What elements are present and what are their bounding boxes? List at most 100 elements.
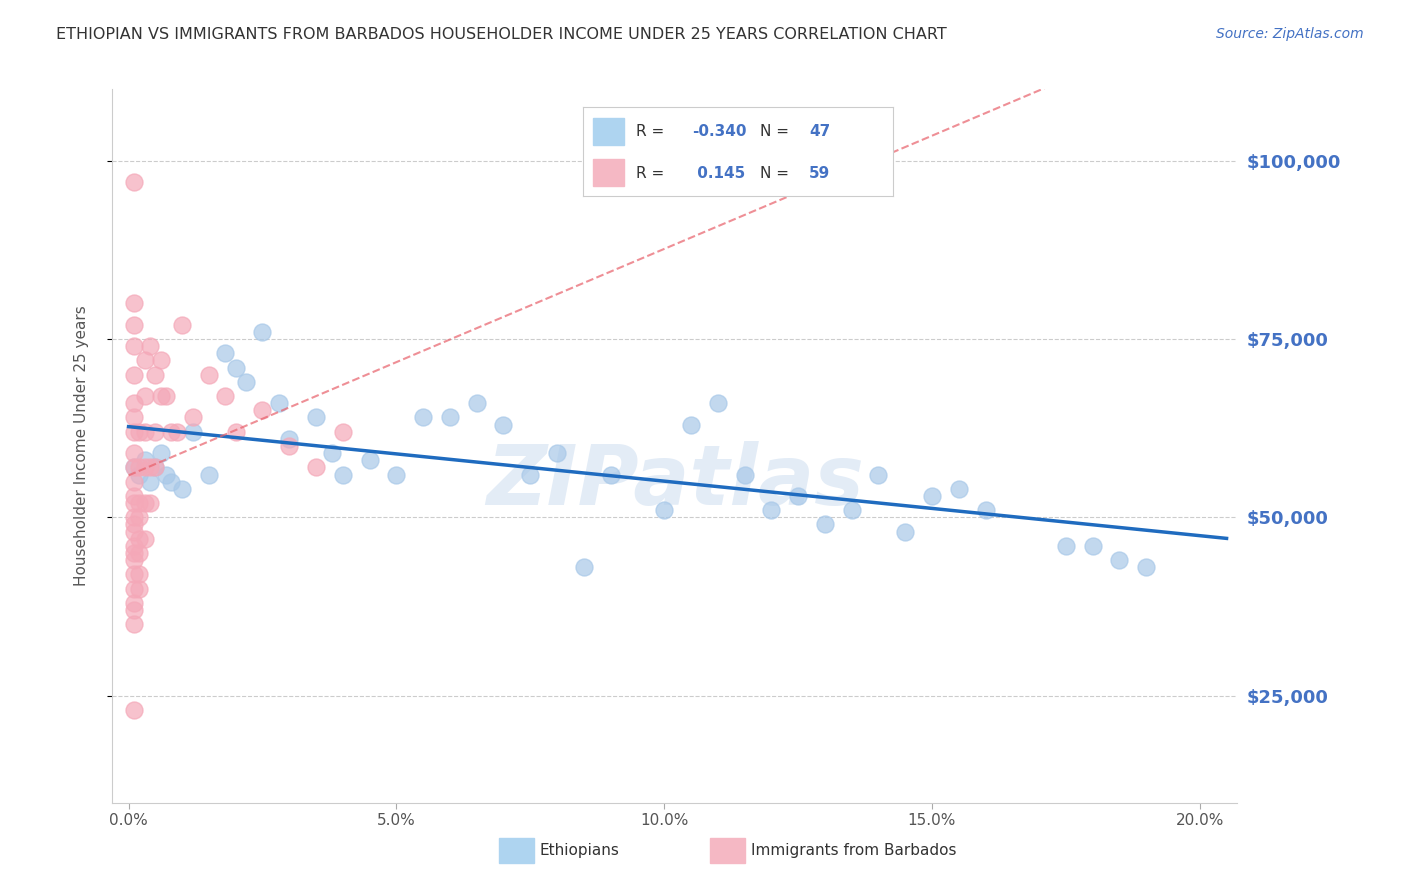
Text: N =: N = — [759, 166, 793, 180]
Point — [572, 560, 595, 574]
Point — [1081, 539, 1104, 553]
Point — [198, 467, 221, 482]
Point — [122, 296, 145, 310]
Point — [519, 467, 541, 482]
Point — [734, 467, 756, 482]
Point — [128, 546, 150, 560]
Point — [385, 467, 408, 482]
Point — [166, 425, 188, 439]
Point — [143, 460, 166, 475]
Point — [252, 325, 274, 339]
Point — [181, 425, 204, 439]
Point — [122, 553, 145, 567]
Point — [128, 510, 150, 524]
Point — [921, 489, 943, 503]
Point — [128, 496, 150, 510]
Point — [122, 517, 145, 532]
Point — [143, 460, 166, 475]
Point — [134, 453, 156, 467]
Point — [332, 467, 354, 482]
Point — [128, 460, 150, 475]
Point — [134, 425, 156, 439]
Point — [278, 432, 301, 446]
Text: -0.340: -0.340 — [692, 124, 747, 138]
Point — [134, 496, 156, 510]
Point — [122, 567, 145, 582]
Point — [122, 446, 145, 460]
Point — [122, 539, 145, 553]
Text: 0.145: 0.145 — [692, 166, 745, 180]
Point — [122, 596, 145, 610]
Point — [122, 425, 145, 439]
Point — [332, 425, 354, 439]
Point — [122, 175, 145, 189]
Point — [814, 517, 837, 532]
Point — [787, 489, 810, 503]
Point — [252, 403, 274, 417]
Point — [214, 389, 236, 403]
Point — [128, 567, 150, 582]
Point — [1054, 539, 1077, 553]
Point — [465, 396, 488, 410]
Point — [841, 503, 863, 517]
Point — [652, 503, 675, 517]
Point — [761, 503, 783, 517]
Point — [122, 460, 145, 475]
Point — [235, 375, 257, 389]
Text: R =: R = — [636, 124, 669, 138]
Point — [214, 346, 236, 360]
Point — [974, 503, 997, 517]
Point — [134, 389, 156, 403]
Point — [122, 410, 145, 425]
Point — [868, 467, 890, 482]
Point — [948, 482, 970, 496]
Point — [172, 318, 194, 332]
Point — [225, 360, 247, 375]
Point — [155, 389, 177, 403]
Point — [128, 582, 150, 596]
Point — [143, 368, 166, 382]
Point — [122, 496, 145, 510]
Point — [122, 396, 145, 410]
Point — [1108, 553, 1130, 567]
FancyBboxPatch shape — [593, 159, 624, 186]
Point — [134, 460, 156, 475]
Point — [679, 417, 702, 432]
Point — [321, 446, 343, 460]
Point — [267, 396, 290, 410]
Point — [122, 489, 145, 503]
Point — [492, 417, 515, 432]
Point — [149, 446, 172, 460]
Point — [122, 603, 145, 617]
Point — [172, 482, 194, 496]
Point — [128, 532, 150, 546]
Point — [305, 410, 328, 425]
Point — [225, 425, 247, 439]
Point — [122, 582, 145, 596]
Text: 47: 47 — [810, 124, 831, 138]
Text: ZIPatlas: ZIPatlas — [486, 442, 863, 522]
Point — [149, 353, 172, 368]
Text: R =: R = — [636, 166, 669, 180]
Point — [149, 389, 172, 403]
Point — [439, 410, 461, 425]
Point — [412, 410, 434, 425]
Point — [128, 425, 150, 439]
Point — [599, 467, 621, 482]
Point — [122, 617, 145, 632]
Text: Ethiopians: Ethiopians — [540, 844, 620, 858]
Point — [181, 410, 204, 425]
Text: Immigrants from Barbados: Immigrants from Barbados — [751, 844, 956, 858]
Point — [160, 475, 183, 489]
Point — [122, 524, 145, 539]
Text: 59: 59 — [810, 166, 831, 180]
Point — [160, 425, 183, 439]
FancyBboxPatch shape — [593, 118, 624, 145]
Point — [198, 368, 221, 382]
Point — [122, 546, 145, 560]
Point — [122, 703, 145, 717]
Point — [122, 339, 145, 353]
Point — [134, 353, 156, 368]
Point — [143, 425, 166, 439]
Point — [139, 475, 162, 489]
